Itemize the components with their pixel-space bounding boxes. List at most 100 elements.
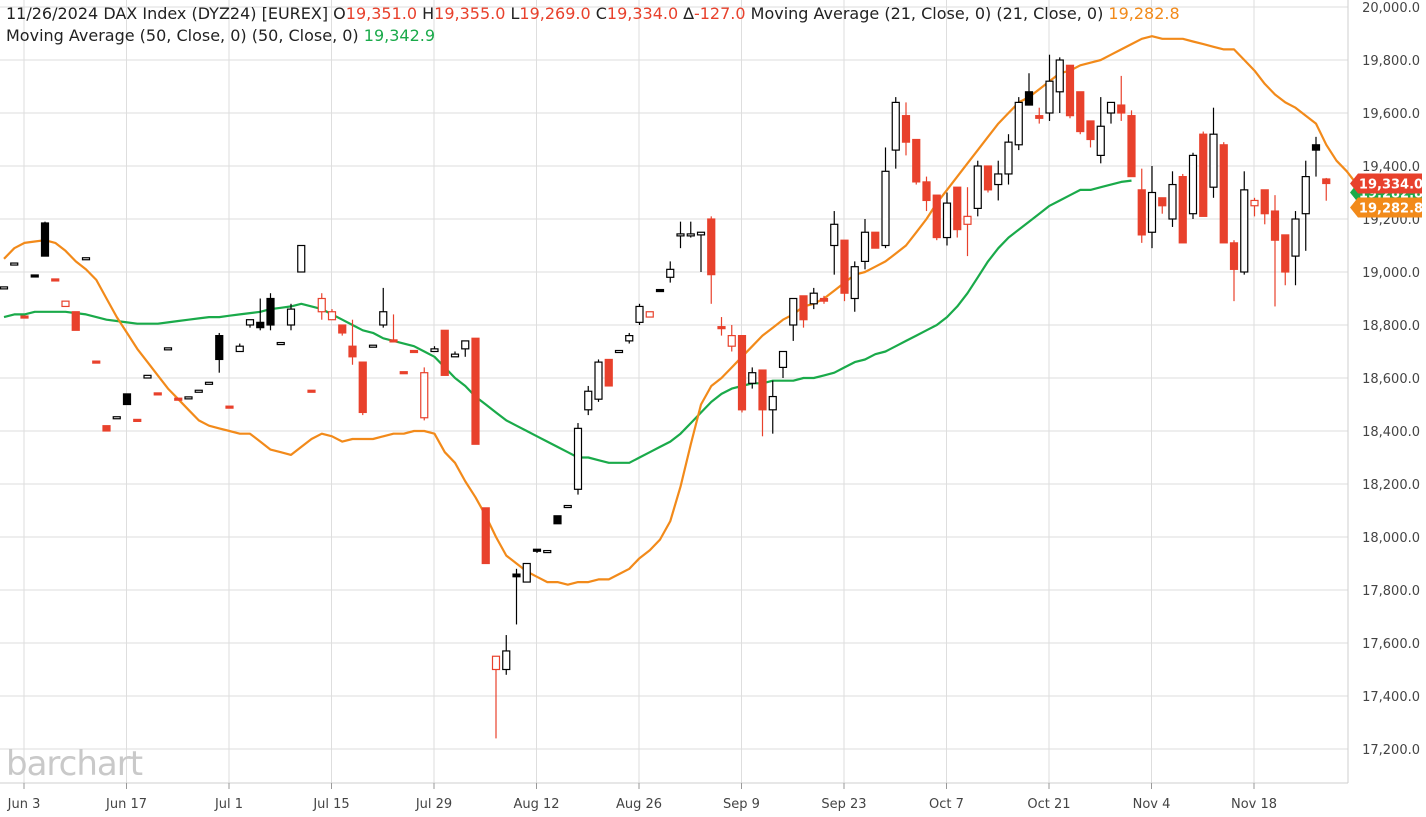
candle <box>932 194 941 241</box>
candle <box>696 231 706 272</box>
candle <box>645 311 654 318</box>
candle <box>1106 101 1116 124</box>
candle-body <box>92 360 101 364</box>
candle-body <box>522 562 531 583</box>
candle-series <box>0 54 1331 739</box>
candle <box>122 393 132 406</box>
candle <box>368 344 378 348</box>
x-tick-label: Aug 26 <box>616 797 662 812</box>
candle-body <box>276 341 285 346</box>
candle <box>1199 131 1208 217</box>
candle <box>1168 171 1177 227</box>
candle <box>1096 97 1105 164</box>
y-tick-label: 17,200.0 <box>1362 743 1420 758</box>
candle <box>953 186 962 238</box>
x-tick-label: Oct 21 <box>1027 797 1070 812</box>
y-tick-label: 17,400.0 <box>1362 690 1420 705</box>
ma50-series <box>3 179 1132 464</box>
candle-body <box>922 181 931 202</box>
candle <box>727 325 736 352</box>
candle-body <box>184 396 193 400</box>
candle-body <box>358 361 367 414</box>
candle-body <box>1209 133 1218 188</box>
candle-body <box>235 345 244 353</box>
candle <box>922 176 931 212</box>
y-tick-label: 17,600.0 <box>1362 637 1420 652</box>
candle-body <box>1291 218 1300 257</box>
x-tick-label: Jul 15 <box>312 797 349 812</box>
candle-body <box>30 274 39 278</box>
candle-body <box>932 194 941 239</box>
candle-body <box>830 223 839 247</box>
candle <box>819 295 829 304</box>
candle-body <box>645 311 654 318</box>
candle <box>502 635 511 675</box>
candle-body <box>1270 210 1280 241</box>
candle <box>666 261 675 283</box>
ma21-label: Moving Average (21, Close, 0) (21, Close… <box>750 4 1104 23</box>
candle-body <box>532 548 542 552</box>
ma21-price-tag-text: 19,282.8 <box>1359 202 1423 217</box>
candle <box>789 297 798 341</box>
candle <box>20 315 29 319</box>
last-price-tag-text: 19,334.0 <box>1359 177 1423 192</box>
candle <box>440 329 449 376</box>
candle <box>983 165 993 193</box>
candle <box>942 192 952 246</box>
candle-body <box>604 358 613 387</box>
candle <box>399 371 408 375</box>
x-tick-label: Jun 3 <box>7 797 41 812</box>
candle-body <box>307 389 316 393</box>
candle <box>389 314 398 343</box>
candle-body <box>430 348 439 353</box>
candle <box>1086 120 1095 148</box>
candle <box>809 287 818 310</box>
candle <box>379 287 388 328</box>
candle-body <box>389 339 398 343</box>
candle <box>286 303 296 331</box>
candle <box>543 549 552 554</box>
candle-body <box>1322 178 1331 185</box>
candle-body <box>860 231 870 262</box>
candle-body <box>1178 176 1187 244</box>
y-tick-label: 20,000.0 <box>1362 1 1420 16</box>
candle-body <box>1117 104 1126 114</box>
candle-body <box>881 170 890 247</box>
candle-body <box>994 173 1003 186</box>
ma21-line <box>3 35 1368 586</box>
candle <box>1158 197 1167 214</box>
candle-body <box>409 349 419 354</box>
candle <box>522 562 531 583</box>
candle-body <box>1024 91 1034 106</box>
candle-body <box>174 397 183 401</box>
candle-body <box>1188 154 1198 215</box>
candle-body <box>61 300 70 308</box>
candle <box>153 392 162 396</box>
candle-body <box>1065 64 1075 117</box>
header-date: 11/26/2024 <box>6 4 99 23</box>
low-value: 19,269.0 <box>519 4 591 23</box>
candle-body <box>1199 133 1208 217</box>
candle-body <box>1045 80 1054 114</box>
candle <box>871 231 880 249</box>
x-tick-label: Nov 4 <box>1133 797 1171 812</box>
candle <box>1311 136 1321 177</box>
candle-body <box>666 268 675 278</box>
candle <box>737 335 747 413</box>
candle-body <box>102 425 111 432</box>
candle-body <box>461 340 470 350</box>
candle-body <box>1055 59 1064 93</box>
candle-body <box>573 427 583 490</box>
candle-body <box>1240 189 1249 273</box>
candle-body <box>286 308 296 326</box>
candle-body <box>133 418 142 422</box>
candle <box>327 309 337 321</box>
candle <box>1291 211 1300 286</box>
candle-body <box>194 389 203 393</box>
candle <box>143 374 152 379</box>
candle <box>676 221 685 249</box>
candle <box>71 311 80 331</box>
candle <box>563 504 572 509</box>
open-value: 19,351.0 <box>345 4 418 23</box>
